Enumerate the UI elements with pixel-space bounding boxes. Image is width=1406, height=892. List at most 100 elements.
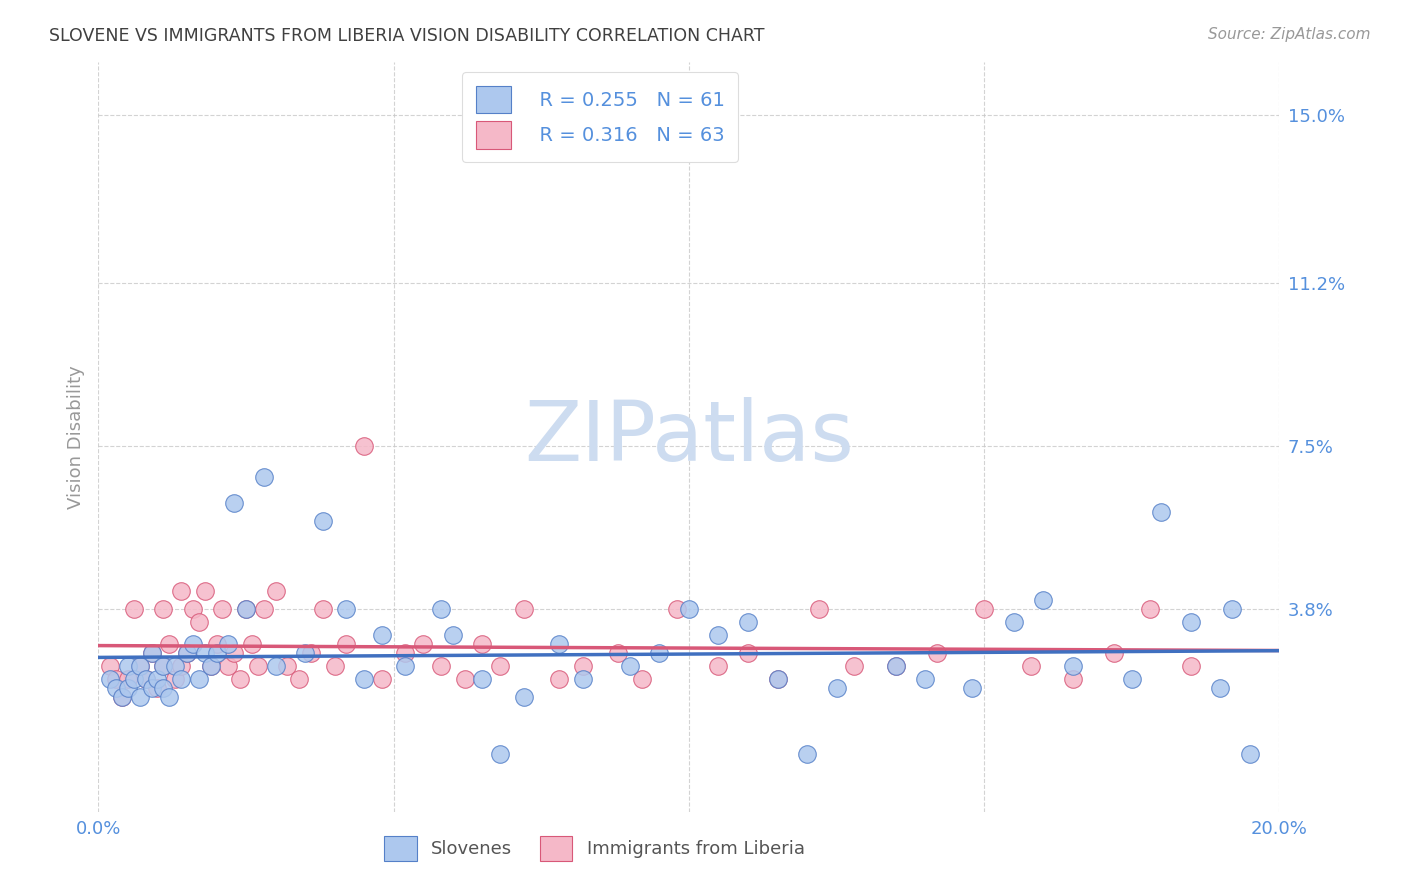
Point xyxy=(962,681,984,696)
Point xyxy=(170,673,193,687)
Point xyxy=(205,646,228,660)
Point xyxy=(430,659,453,673)
Point xyxy=(117,681,139,696)
Point xyxy=(1209,681,1232,696)
Y-axis label: Vision Disability: Vision Disability xyxy=(66,365,84,509)
Point xyxy=(884,659,907,673)
Point xyxy=(1139,602,1161,616)
Point xyxy=(489,659,512,673)
Point xyxy=(666,602,689,616)
Point xyxy=(707,659,730,673)
Point xyxy=(1121,673,1143,687)
Point xyxy=(122,673,145,687)
Point xyxy=(224,496,246,510)
Point xyxy=(371,673,394,687)
Point xyxy=(146,673,169,687)
Point xyxy=(229,673,252,687)
Point xyxy=(211,602,233,616)
Point xyxy=(453,673,475,687)
Point xyxy=(299,646,322,660)
Point xyxy=(796,747,818,762)
Point xyxy=(194,646,217,660)
Point xyxy=(246,659,269,673)
Point xyxy=(371,628,394,642)
Point xyxy=(141,646,163,660)
Point xyxy=(253,602,276,616)
Point xyxy=(441,628,464,642)
Point xyxy=(471,637,494,651)
Point xyxy=(224,646,246,660)
Point xyxy=(187,615,209,630)
Point xyxy=(619,659,641,673)
Point xyxy=(914,673,936,687)
Point xyxy=(200,659,222,673)
Point xyxy=(181,602,204,616)
Point xyxy=(152,659,174,673)
Point xyxy=(240,637,263,651)
Point xyxy=(170,659,193,673)
Point xyxy=(430,602,453,616)
Point xyxy=(135,673,157,687)
Legend: Slovenes, Immigrants from Liberia: Slovenes, Immigrants from Liberia xyxy=(375,827,814,870)
Point xyxy=(294,646,316,660)
Point xyxy=(1062,659,1084,673)
Point xyxy=(312,602,335,616)
Point xyxy=(165,659,187,673)
Text: SLOVENE VS IMMIGRANTS FROM LIBERIA VISION DISABILITY CORRELATION CHART: SLOVENE VS IMMIGRANTS FROM LIBERIA VISIO… xyxy=(49,27,765,45)
Point xyxy=(335,637,357,651)
Point xyxy=(264,584,287,599)
Point xyxy=(807,602,830,616)
Point xyxy=(825,681,848,696)
Point xyxy=(165,673,187,687)
Point xyxy=(312,514,335,528)
Point xyxy=(122,602,145,616)
Text: ZIPatlas: ZIPatlas xyxy=(524,397,853,477)
Point xyxy=(323,659,346,673)
Point xyxy=(187,673,209,687)
Point xyxy=(176,646,198,660)
Point xyxy=(111,690,134,705)
Point xyxy=(235,602,257,616)
Point xyxy=(512,602,534,616)
Point xyxy=(737,615,759,630)
Point xyxy=(1002,615,1025,630)
Point xyxy=(607,646,630,660)
Point xyxy=(571,659,593,673)
Point xyxy=(512,690,534,705)
Point xyxy=(152,659,174,673)
Point xyxy=(707,628,730,642)
Point xyxy=(1102,646,1125,660)
Point xyxy=(1032,593,1054,607)
Point xyxy=(1021,659,1043,673)
Text: Source: ZipAtlas.com: Source: ZipAtlas.com xyxy=(1208,27,1371,42)
Point xyxy=(1180,659,1202,673)
Point xyxy=(353,673,375,687)
Point xyxy=(194,584,217,599)
Point xyxy=(489,747,512,762)
Point xyxy=(548,673,571,687)
Point xyxy=(157,690,180,705)
Point xyxy=(394,659,416,673)
Point xyxy=(217,659,239,673)
Point xyxy=(412,637,434,651)
Point xyxy=(925,646,948,660)
Point xyxy=(884,659,907,673)
Point xyxy=(135,673,157,687)
Point xyxy=(98,673,121,687)
Point xyxy=(288,673,311,687)
Point xyxy=(737,646,759,660)
Point xyxy=(117,659,139,673)
Point xyxy=(844,659,866,673)
Point xyxy=(141,681,163,696)
Point xyxy=(146,681,169,696)
Point xyxy=(128,659,150,673)
Point xyxy=(117,673,139,687)
Point xyxy=(98,659,121,673)
Point xyxy=(973,602,995,616)
Point xyxy=(1180,615,1202,630)
Point xyxy=(766,673,789,687)
Point xyxy=(111,690,134,705)
Point xyxy=(766,673,789,687)
Point xyxy=(217,637,239,651)
Point xyxy=(170,584,193,599)
